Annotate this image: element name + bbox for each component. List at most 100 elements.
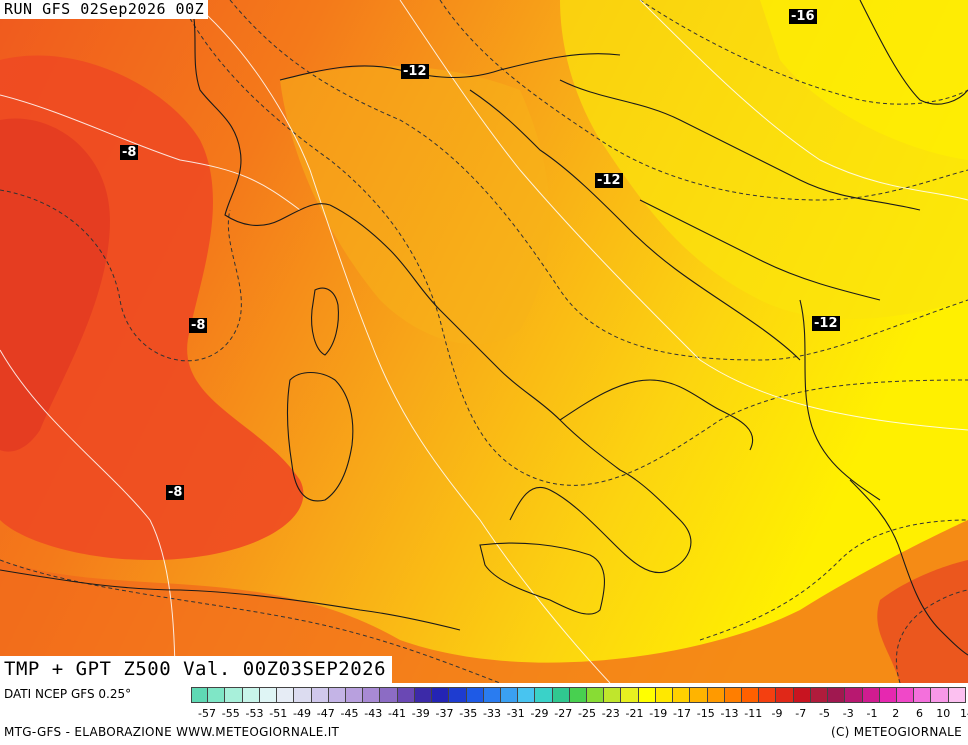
color-scale-tick-label: -37 [435,707,454,720]
contour-label: -12 [401,64,429,79]
coastlines [0,0,968,656]
color-scale-tick-label: -49 [293,707,311,720]
color-scale-cell [621,687,639,703]
color-scale-tick-label: -31 [506,707,525,720]
color-scale-tick-label: -11 [744,707,763,720]
color-scale-tick-label: 2 [892,707,900,720]
contour-label: -12 [812,316,840,331]
color-scale-cell [742,687,760,703]
color-scale-cell [191,687,209,703]
color-scale-cell [380,687,398,703]
coolest-zone-northeast [760,0,968,160]
temperature-map [0,0,968,683]
color-scale-cell [449,687,467,703]
color-scale-tick-label: -1 [866,707,878,720]
legend-area: DATI NCEP GFS 0.25° -57 -55 -53 -51 -49 -47 -4… [0,683,968,745]
color-scale-tick-label: -33 [483,707,501,720]
color-scale-cell [914,687,932,703]
contour-label: -16 [789,9,817,24]
contour-label: -12 [595,173,623,188]
color-scale-tick-label: -5 [819,707,830,720]
source-note: DATI NCEP GFS 0.25° [4,687,132,701]
color-scale-cell [483,687,501,703]
color-scale-tick-label: -29 [530,707,549,720]
color-scale-tick-label: -17 [673,707,691,720]
footer-credit: MTG-GFS - ELABORAZIONE WWW.METEOGIORNALE… [4,725,340,739]
color-scale-tick-label: -53 [245,707,264,720]
color-scale-cell [397,687,415,703]
color-scale-cell [432,687,450,703]
color-scale-tick-label: -39 [411,707,430,720]
color-scale-tick-label: -57 [198,707,216,720]
warmest-zone-west [0,118,110,452]
color-scale-cell [518,687,536,703]
color-scale-cell [242,687,260,703]
geopotential-lines [0,0,968,683]
color-scale-cell [896,687,915,703]
color-scale-cell [931,687,949,703]
color-scale-cell [707,687,725,703]
color-scale-cell [328,687,346,703]
color-scale-cell [845,687,863,703]
color-scale-cell [810,687,829,703]
color-scale-tick-label: -15 [696,707,715,720]
color-scale-cell [225,687,243,703]
run-label: RUN GFS 02Sep2026 00Z [0,0,209,19]
mid-zone-italy [280,66,550,345]
color-scale-cell [587,687,605,703]
color-scale-tick-label: -55 [221,707,240,720]
color-scale-cell [776,687,794,703]
contour-label: -8 [120,145,139,160]
color-scale-tick-label: -21 [625,707,644,720]
color-scale-tick-label: 6 [916,707,923,720]
color-scale-cell [277,687,295,703]
color-scale-cell [208,687,226,703]
color-scale-tick-label: -3 [842,707,854,720]
color-scale-cell [690,687,708,703]
color-scale-cell [363,687,381,703]
color-scale-tick-label: -7 [795,707,807,720]
contour-label: -8 [166,485,185,500]
color-scale-tick-label: -45 [340,707,359,720]
map-title: TMP + GPT Z500 Val. 00Z03SEP2026 [0,656,393,683]
color-scale-cell [552,687,570,703]
color-scale-cell [466,687,484,703]
color-scale-cell [828,687,846,703]
color-scale-cell [724,687,742,703]
color-scale-cell [345,687,364,703]
color-scale-cell [569,687,588,703]
warm-zone-south [0,520,968,683]
color-scale-cell [294,687,312,703]
color-scale-tick-label: -41 [388,707,406,720]
footer-copyright: (C) METEOGIORNALE [830,725,962,739]
color-scale-cell [535,687,553,703]
color-scale-tick-label: -47 [316,707,335,720]
color-scale-cell [793,687,811,703]
color-scale-tick-label: -13 [720,707,739,720]
color-scale-tick-label: -27 [554,707,573,720]
color-scale-cell [655,687,674,703]
color-scale-tick-label: -19 [649,707,668,720]
color-scale-tick-label: -35 [459,707,478,720]
color-scale-cell [948,687,966,703]
color-scale-tick-label: 10 [936,707,951,720]
warm-zone-southeast [877,560,968,683]
color-scale-tick-label: -23 [601,707,620,720]
color-scale-cell [414,687,433,703]
color-scale-tick-label: -25 [578,707,596,720]
map-canvas [0,0,968,683]
color-scale-bar [191,687,966,703]
color-scale-cell [862,687,880,703]
color-scale-cell [500,687,519,703]
contour-label: -8 [189,318,208,333]
color-scale-cell [879,687,897,703]
color-scale-cell [638,687,656,703]
color-scale-cell [759,687,777,703]
color-scale-tick-label: -9 [771,707,783,720]
color-scale-ticks: -57 -55 -53 -51 -49 -47 -45 -43 -41 -39 -37 -35 -33-… [191,707,968,721]
color-scale-cell [259,687,278,703]
color-scale-cell [311,687,329,703]
color-scale-cell [604,687,622,703]
color-scale-tick-label: 14 [960,707,968,720]
color-scale-tick-label: -51 [269,707,288,720]
